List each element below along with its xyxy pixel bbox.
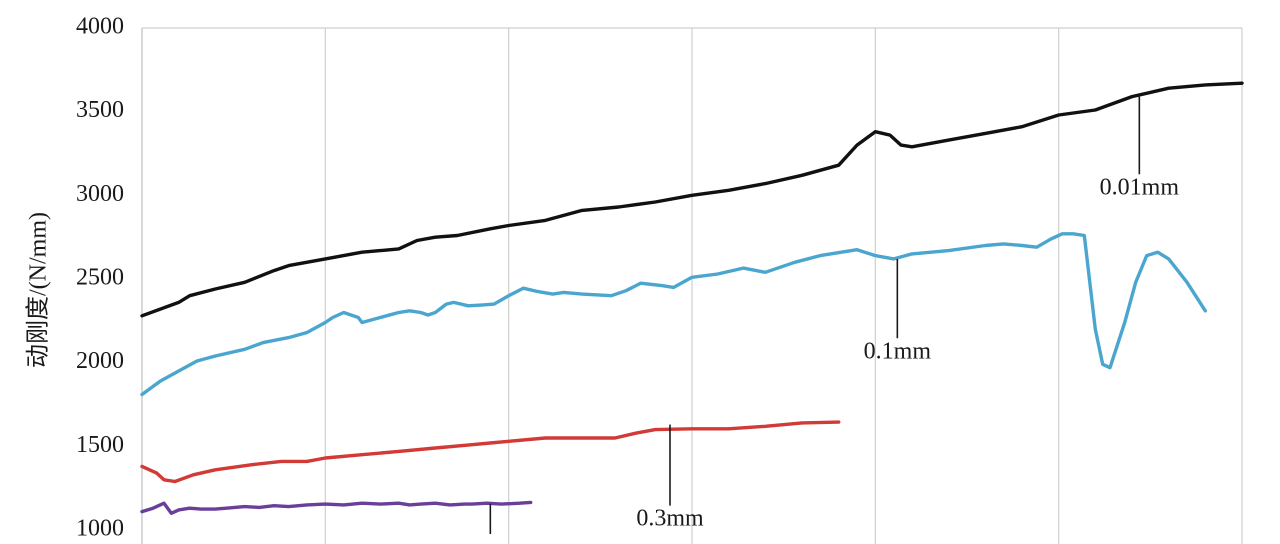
- y-axis-ticks: 1000 1500 2000 2500 3000 3500 4000: [76, 14, 124, 542]
- y-tick-label: 1500: [76, 432, 124, 458]
- gridlines: [141, 27, 1243, 544]
- y-tick-label: 2000: [76, 348, 124, 374]
- series-group: [140, 81, 1244, 515]
- y-axis-label: 动刚度/(N/mm): [25, 212, 52, 368]
- series-callout-label: 0.01mm: [1100, 174, 1180, 200]
- series-line-series-4: [140, 500, 533, 515]
- series-line-0.3mm: [140, 420, 841, 484]
- callout-group: 0.01mm 0.1mm 0.3mm: [489, 96, 1180, 535]
- series-callout-label: 0.1mm: [864, 338, 932, 364]
- series-callout-label: 0.3mm: [636, 506, 704, 532]
- y-tick-label: 1000: [76, 516, 124, 542]
- y-tick-label: 3000: [76, 181, 124, 207]
- series-line-0.1mm: [140, 232, 1207, 397]
- y-tick-label: 3500: [76, 97, 124, 123]
- series-line-0.01mm: [140, 81, 1244, 318]
- y-tick-label: 2500: [76, 265, 124, 291]
- y-tick-label: 4000: [76, 14, 124, 40]
